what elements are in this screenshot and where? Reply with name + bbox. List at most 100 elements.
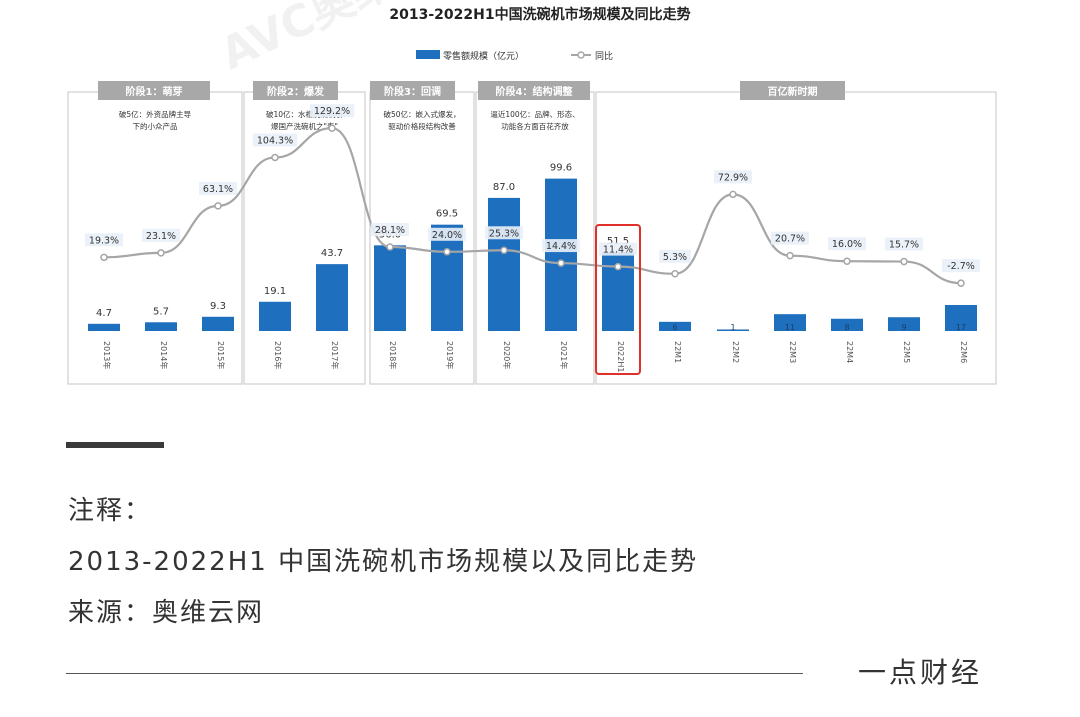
stage-header-label: 百亿新时期 (768, 85, 818, 98)
bar (831, 318, 863, 331)
bar (945, 304, 977, 331)
bar-value-label: 8 (844, 323, 849, 332)
yoy-value-label: 23.1% (146, 231, 176, 242)
yoy-label-bg (828, 237, 866, 251)
stage-description: 破5亿：外资品牌主导 (119, 109, 192, 119)
bar-value-label: 17 (956, 323, 966, 332)
stage-header (740, 81, 845, 100)
note-title: 2013-2022H1 中国洗碗机市场规模以及同比走势 (68, 547, 699, 577)
category-label: 2017年 (330, 341, 340, 369)
stage-description: 破10亿：水槽洗碗机引 (266, 109, 343, 119)
bar (88, 323, 120, 331)
bar (145, 322, 177, 331)
legend-line-marker (577, 51, 585, 59)
yoy-label-bg (85, 233, 123, 247)
bar-value-label: 69.5 (436, 209, 458, 220)
stage-description: 功能各方面百花齐放 (501, 121, 569, 131)
note-label: 注释： (68, 496, 153, 526)
bar-value-label: 43.7 (321, 248, 343, 259)
yoy-line (103, 127, 962, 285)
bar-value-label: 99.6 (550, 163, 572, 174)
category-label: 2013年 (102, 341, 112, 369)
stage-description: 爆国产洗碗机之"春" (271, 121, 338, 131)
yoy-label-bg (309, 104, 355, 118)
yoy-value-label: 72.9% (718, 172, 748, 183)
stage-description: 破50亿：嵌入式爆发， (383, 109, 460, 119)
legend-bar-swatch (416, 50, 440, 59)
yoy-point (271, 153, 279, 162)
category-label: 22M4 (845, 341, 854, 363)
yoy-label-bg (142, 228, 180, 242)
bar-value-label: 87.0 (493, 182, 515, 193)
yoy-point (557, 259, 565, 267)
stage-description: 下的小众产品 (133, 121, 178, 131)
footer-divider (66, 673, 803, 674)
yoy-value-label: 16.0% (832, 239, 862, 250)
yoy-label-bg (485, 226, 523, 240)
stage-header (478, 81, 590, 100)
bar (659, 321, 691, 331)
yoy-label-bg (252, 133, 298, 147)
yoy-label-bg (885, 237, 923, 251)
legend-bar-label: 零售额规模（亿元） (443, 50, 524, 62)
stage-description: 逼近100亿：品牌、形态、 (490, 109, 579, 119)
bar (888, 317, 920, 331)
yoy-label-bg (659, 249, 691, 263)
stage-header-label: 阶段2：爆发 (267, 85, 325, 98)
yoy-point (900, 257, 908, 266)
bar (431, 224, 463, 331)
bar-value-label: 4.7 (96, 308, 112, 319)
yoy-point (214, 202, 222, 210)
yoy-value-label: 19.3% (89, 235, 119, 246)
category-label: 22M5 (902, 341, 911, 363)
stage-header (370, 81, 455, 100)
yoy-point (386, 243, 394, 251)
yoy-point (328, 124, 336, 132)
bar (774, 314, 806, 331)
section-divider (66, 442, 164, 448)
stage-header-label: 阶段4：结构调整 (496, 85, 573, 98)
category-label: 2015年 (216, 341, 226, 369)
yoy-value-label: 11.4% (603, 245, 633, 256)
yoy-label-bg (371, 222, 409, 236)
legend-line-label: 同比 (595, 50, 613, 62)
bar (488, 197, 520, 331)
yoy-value-label: 25.3% (489, 228, 519, 239)
bar-value-label: 9.3 (210, 301, 226, 312)
bar-value-label: 6 (672, 323, 677, 332)
chart-title: 2013-2022H1中国洗碗机市场规模及同比走势 (389, 6, 690, 23)
stage-header-label: 阶段1：萌芽 (126, 85, 183, 98)
highlight-box (595, 224, 641, 375)
category-label: 2020年 (502, 341, 512, 369)
yoy-value-label: 104.3% (257, 135, 293, 146)
yoy-value-label: 14.4% (546, 241, 576, 252)
yoy-label-bg (199, 181, 237, 195)
bar-value-label: 9 (901, 323, 906, 332)
yoy-label-bg (714, 170, 752, 184)
yoy-point (443, 248, 451, 256)
yoy-value-label: 28.1% (375, 225, 405, 236)
stage-header-label: 阶段3：回调 (384, 85, 441, 98)
yoy-label-bg (542, 239, 580, 253)
bar-value-label: 1 (730, 323, 735, 332)
bar (316, 264, 348, 331)
category-label: 2019年 (445, 341, 455, 369)
bar (259, 301, 291, 331)
category-label: 2022H1 (616, 341, 625, 372)
yoy-label-bg (942, 259, 980, 273)
yoy-value-label: 15.7% (889, 240, 919, 251)
yoy-point (100, 253, 108, 262)
category-label: 2016年 (273, 341, 283, 369)
stage-header (253, 81, 338, 100)
yoy-value-label: 5.3% (663, 252, 687, 263)
stage-header (98, 81, 210, 100)
bar-value-label: 19.1 (264, 286, 286, 297)
yoy-point (614, 262, 622, 271)
bar-value-label: 11 (785, 323, 795, 332)
yoy-point (157, 249, 165, 257)
yoy-point (500, 246, 508, 255)
yoy-point (843, 257, 851, 265)
category-label: 22M6 (959, 341, 968, 363)
bar (717, 329, 749, 331)
